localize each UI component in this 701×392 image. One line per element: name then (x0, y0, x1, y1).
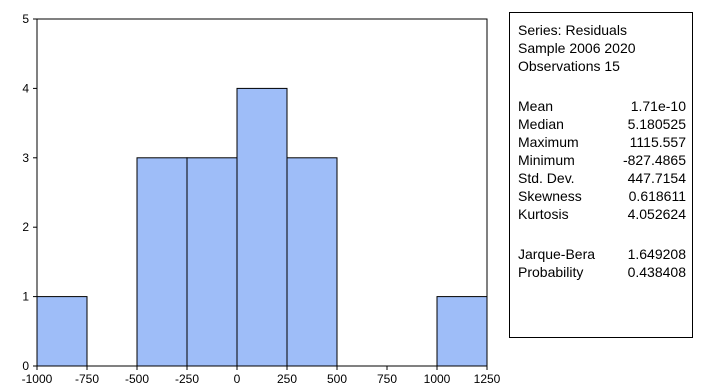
y-tick-label: 0 (22, 359, 29, 373)
x-tick-label: 750 (377, 372, 397, 386)
stat-value: 0.618611 (628, 188, 686, 204)
stat-label: Minimum (518, 152, 575, 168)
test-label: Jarque-Bera (518, 246, 596, 262)
test-row: Probability 0.438408 (518, 263, 692, 281)
descriptive-stats: Mean 1.71e-10 Median 5.180525 Maximum 11… (518, 97, 692, 223)
stat-value: 4.052624 (627, 206, 686, 222)
test-row: Jarque-Bera 1.649208 (518, 245, 692, 263)
observations-label: Observations 15 (518, 58, 620, 74)
stat-row: Median 5.180525 (518, 115, 692, 133)
histogram-bar (236, 87, 288, 367)
x-tick-label: 250 (277, 372, 297, 386)
x-tick-label: -500 (125, 372, 149, 386)
normality-tests: Jarque-Bera 1.649208 Probability 0.43840… (518, 245, 692, 281)
y-tick-label: 2 (22, 220, 29, 234)
stat-label: Median (518, 116, 564, 132)
stat-row: Mean 1.71e-10 (518, 97, 692, 115)
stat-row: Skewness 0.618611 (518, 187, 692, 205)
stat-label: Std. Dev. (518, 170, 575, 186)
histogram-bar (436, 296, 488, 367)
stat-label: Maximum (518, 134, 579, 150)
stat-row: Std. Dev. 447.7154 (518, 169, 692, 187)
x-tick-label: -1000 (22, 372, 53, 386)
y-tick-label: 4 (22, 81, 29, 95)
x-tick-label: 1000 (424, 372, 451, 386)
x-tick-label: 0 (234, 372, 241, 386)
test-label: Probability (518, 264, 584, 280)
sample-label: Sample 2006 2020 (518, 40, 636, 56)
histogram-bar (186, 157, 238, 367)
histogram-bar (36, 296, 88, 367)
stat-label: Kurtosis (518, 206, 569, 222)
stat-row: Kurtosis 4.052624 (518, 205, 692, 223)
y-tick-label: 1 (22, 290, 29, 304)
y-tick-label: 5 (22, 12, 29, 26)
x-tick-label: -250 (175, 372, 199, 386)
stat-value: -827.4865 (622, 152, 686, 168)
x-tick-label: 1250 (474, 372, 501, 386)
test-value: 0.438408 (627, 264, 686, 280)
stat-value: 1115.557 (629, 134, 686, 150)
stat-row: Maximum 1115.557 (518, 133, 692, 151)
series-label: Series: Residuals (518, 22, 627, 38)
stat-row: Minimum -827.4865 (518, 151, 692, 169)
statistics-panel: Series: Residuals Sample 2006 2020 Obser… (509, 12, 693, 338)
histogram-bar (286, 157, 338, 367)
histogram-bar (136, 157, 188, 367)
test-value: 1.649208 (627, 246, 686, 262)
x-tick-label: 500 (327, 372, 347, 386)
stat-label: Mean (518, 98, 554, 114)
stat-value: 5.180525 (627, 116, 686, 132)
stat-label: Skewness (518, 188, 582, 204)
stat-value: 447.7154 (627, 170, 686, 186)
stat-value: 1.71e-10 (630, 98, 686, 114)
y-tick-label: 3 (22, 151, 29, 165)
x-tick-label: -750 (75, 372, 99, 386)
